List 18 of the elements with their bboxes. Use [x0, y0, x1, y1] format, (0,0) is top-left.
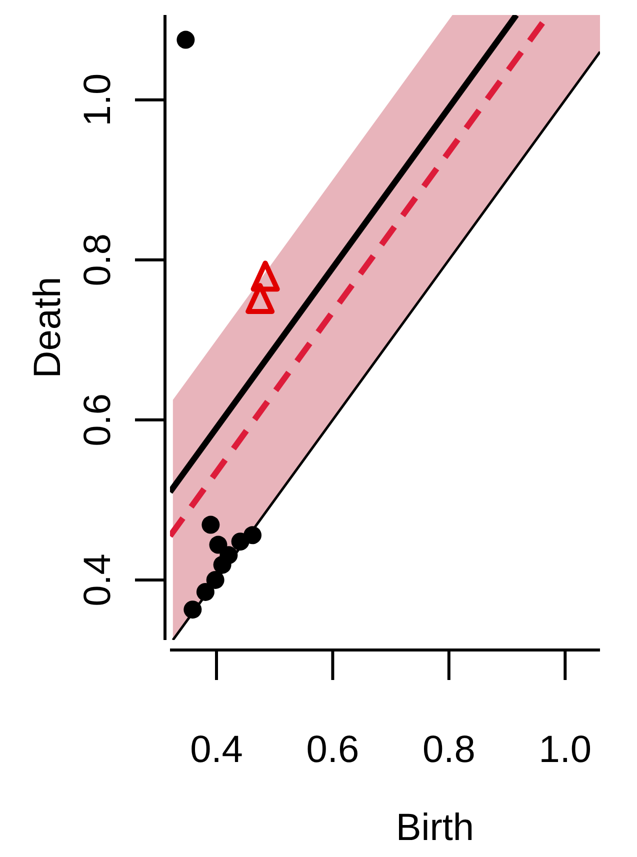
x-tick-label: 0.6 [306, 729, 360, 771]
x-axis-title: Birth [396, 807, 474, 849]
point [184, 600, 202, 619]
y-tick-label: 0.8 [77, 233, 119, 286]
x-tick-label: 0.4 [190, 729, 243, 771]
point [213, 556, 232, 574]
y-axis-title: Death [27, 276, 69, 378]
y-tick-label: 1.0 [77, 73, 119, 126]
point [202, 516, 220, 534]
x-tick-label: 0.8 [422, 729, 476, 771]
point [244, 526, 262, 544]
point [206, 570, 224, 589]
y-tick-label: 0.4 [77, 554, 119, 606]
y-tick-label: 0.6 [77, 394, 119, 446]
point [196, 582, 214, 601]
point [176, 30, 195, 49]
point [209, 536, 228, 554]
x-tick-label: 1.0 [538, 729, 592, 771]
